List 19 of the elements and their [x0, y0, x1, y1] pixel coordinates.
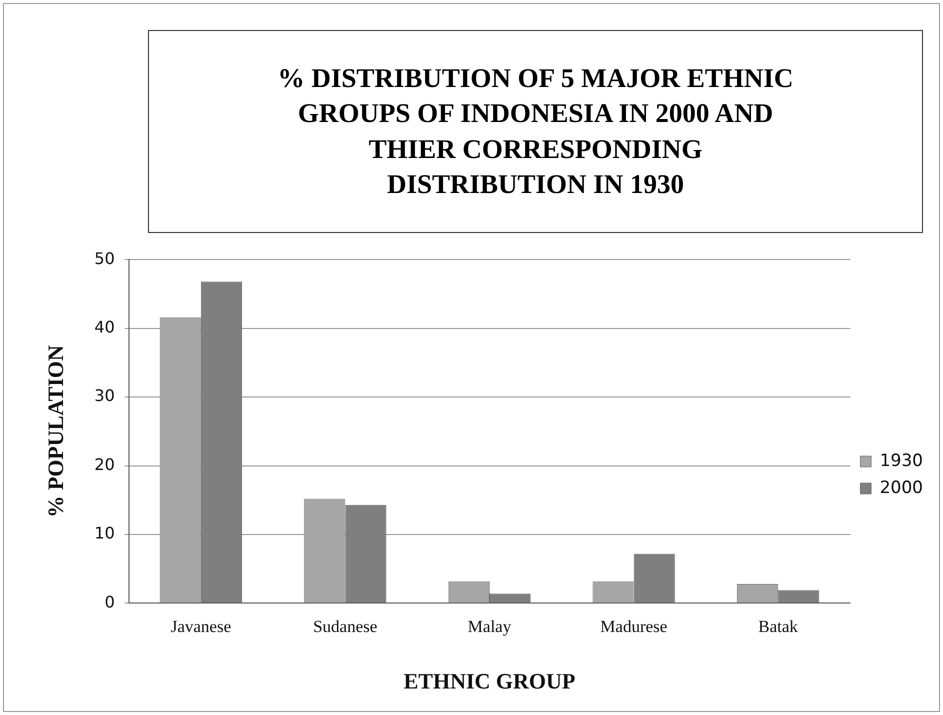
x-tick-label: Batak: [758, 616, 798, 636]
x-tick-label: Javanese: [170, 616, 232, 636]
x-axis-title: ETHNIC GROUP: [404, 668, 576, 694]
y-tick-label: 40: [94, 317, 115, 336]
x-tick-label: Sudanese: [313, 616, 378, 636]
x-tick-label: Malay: [468, 616, 512, 636]
y-tick-label: 30: [94, 386, 115, 406]
y-axis-title: % POPULATION: [42, 345, 68, 518]
text: % DISTRIBUTION OF 5 MAJOR ETHNIC: [278, 63, 794, 94]
text: DISTRIBUTION IN 1930: [386, 168, 684, 199]
text: THIER CORRESPONDING: [368, 134, 702, 164]
x-tick-label: Madurese: [600, 616, 668, 636]
y-tick-label: 50: [94, 248, 115, 268]
y-tick-label: 20: [94, 454, 115, 474]
text: GROUPS OF INDONESIA IN 2000 AND: [298, 98, 774, 128]
y-tick-label: 0: [104, 592, 115, 612]
legend-label: 2000: [880, 478, 923, 498]
y-tick-label: 10: [94, 524, 115, 543]
legend-label: 1930: [880, 450, 923, 471]
